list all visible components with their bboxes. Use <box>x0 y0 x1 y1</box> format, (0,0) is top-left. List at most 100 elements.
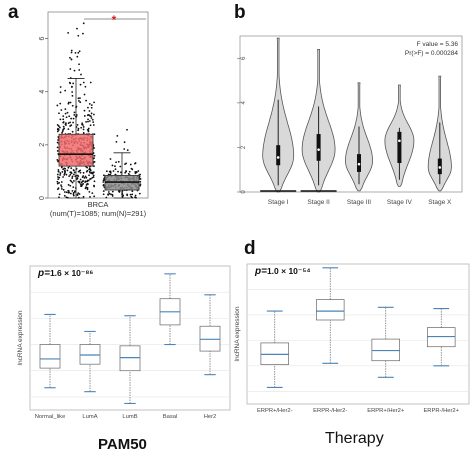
jitter-point <box>118 190 121 192</box>
jitter-point <box>66 111 69 114</box>
group-label-therapy: Therapy <box>325 430 384 447</box>
jitter-point <box>72 82 75 85</box>
jitter-point <box>117 170 119 173</box>
jitter-point <box>60 109 63 111</box>
jitter-point <box>56 180 59 183</box>
jitter-point <box>64 170 66 173</box>
jitter-point <box>68 175 71 178</box>
jitter-point <box>63 194 66 197</box>
jitter-point <box>86 186 89 189</box>
jitter-point <box>77 192 80 195</box>
jitter-point <box>82 171 85 174</box>
jitter-point <box>93 157 95 160</box>
jitter-point <box>72 121 75 124</box>
jitter-point <box>71 177 74 179</box>
panel-letter-b: b <box>234 2 246 23</box>
jitter-point <box>59 91 62 94</box>
jitter-point <box>134 194 137 197</box>
jitter-point <box>70 171 72 174</box>
jitter-point <box>63 191 66 193</box>
jitter-point <box>102 190 105 193</box>
jitter-point <box>82 22 85 25</box>
jitter-point <box>91 171 93 174</box>
jitter-point <box>62 176 65 178</box>
jitter-point <box>75 114 78 116</box>
y-tick-label: 0 <box>241 190 247 194</box>
box-0 <box>39 344 61 369</box>
jitter-point <box>63 174 66 176</box>
jitter-point <box>62 188 65 191</box>
jitter-point <box>137 170 140 172</box>
jitter-point <box>58 126 61 129</box>
jitter-point <box>74 190 76 193</box>
jitter-point <box>87 129 90 132</box>
jitter-point <box>61 170 64 173</box>
jitter-point <box>73 69 76 72</box>
jitter-point <box>82 126 85 128</box>
jitter-point <box>116 134 119 137</box>
box-4 <box>199 325 221 352</box>
jitter-point <box>79 183 82 186</box>
jitter-point <box>70 51 73 54</box>
jitter-point <box>69 184 72 187</box>
jitter-point <box>114 168 117 171</box>
jitter-point <box>123 148 126 150</box>
jitter-point <box>89 169 92 172</box>
jitter-point <box>85 120 87 123</box>
jitter-point <box>57 139 59 141</box>
jitter-point <box>86 188 89 191</box>
violin-box-3 <box>397 131 402 164</box>
jitter-point <box>123 141 126 144</box>
jitter-point <box>69 179 72 182</box>
x-tick-label: ERPR+/Her2+ <box>367 408 405 414</box>
jitter-point <box>79 178 82 181</box>
boxplot-c: lncRNA expression p=1.6 × 10⁻⁸⁶ Normal_lik… <box>17 265 231 420</box>
jitter-point <box>93 113 95 116</box>
jitter-point <box>77 100 80 102</box>
group-label-pam50: PAM50 <box>98 436 147 453</box>
jitter-point <box>90 104 93 107</box>
jitter-point <box>79 83 82 86</box>
jitter-point <box>88 110 91 112</box>
jitter-point <box>67 191 70 194</box>
jitter-point <box>88 167 91 170</box>
jitter-point <box>105 170 108 173</box>
jitter-point <box>63 167 66 170</box>
boxplot-a: 0 2 4 6 * BRCA(num(T)=1085; num(N)=291) <box>39 11 149 218</box>
y-tick-label: 2 <box>39 143 46 147</box>
jitter-point <box>82 128 85 131</box>
violin-median-1 <box>317 148 320 151</box>
jitter-point <box>78 170 81 172</box>
jitter-point <box>119 165 122 168</box>
jitter-point <box>89 196 91 198</box>
jitter-point <box>128 170 131 173</box>
jitter-point <box>64 108 67 111</box>
jitter-point <box>93 154 96 157</box>
jitter-point <box>117 160 120 163</box>
annotation-p-value: Pr(>F) = 0.000284 <box>405 50 458 57</box>
jitter-point <box>124 171 127 174</box>
jitter-point <box>130 195 133 198</box>
jitter-point <box>64 171 66 174</box>
jitter-point <box>65 116 68 119</box>
jitter-point <box>134 196 136 199</box>
jitter-point <box>58 112 60 115</box>
jitter-point <box>71 104 74 107</box>
jitter-point <box>57 125 60 127</box>
jitter-point <box>73 169 75 172</box>
jitter-point <box>92 176 95 178</box>
jitter-point <box>90 117 93 119</box>
jitter-point <box>115 161 118 164</box>
jitter-point <box>76 177 79 180</box>
jitter-point <box>57 169 60 171</box>
y-axis-label: lncRNA expression <box>234 306 241 361</box>
jitter-point <box>82 195 85 198</box>
jitter-point <box>78 193 81 195</box>
jitter-point <box>105 196 108 199</box>
jitter-point <box>111 164 114 167</box>
jitter-point <box>108 192 111 195</box>
jitter-point <box>89 81 92 84</box>
jitter-point <box>56 124 59 126</box>
jitter-point <box>78 69 81 71</box>
jitter-point <box>90 112 93 115</box>
